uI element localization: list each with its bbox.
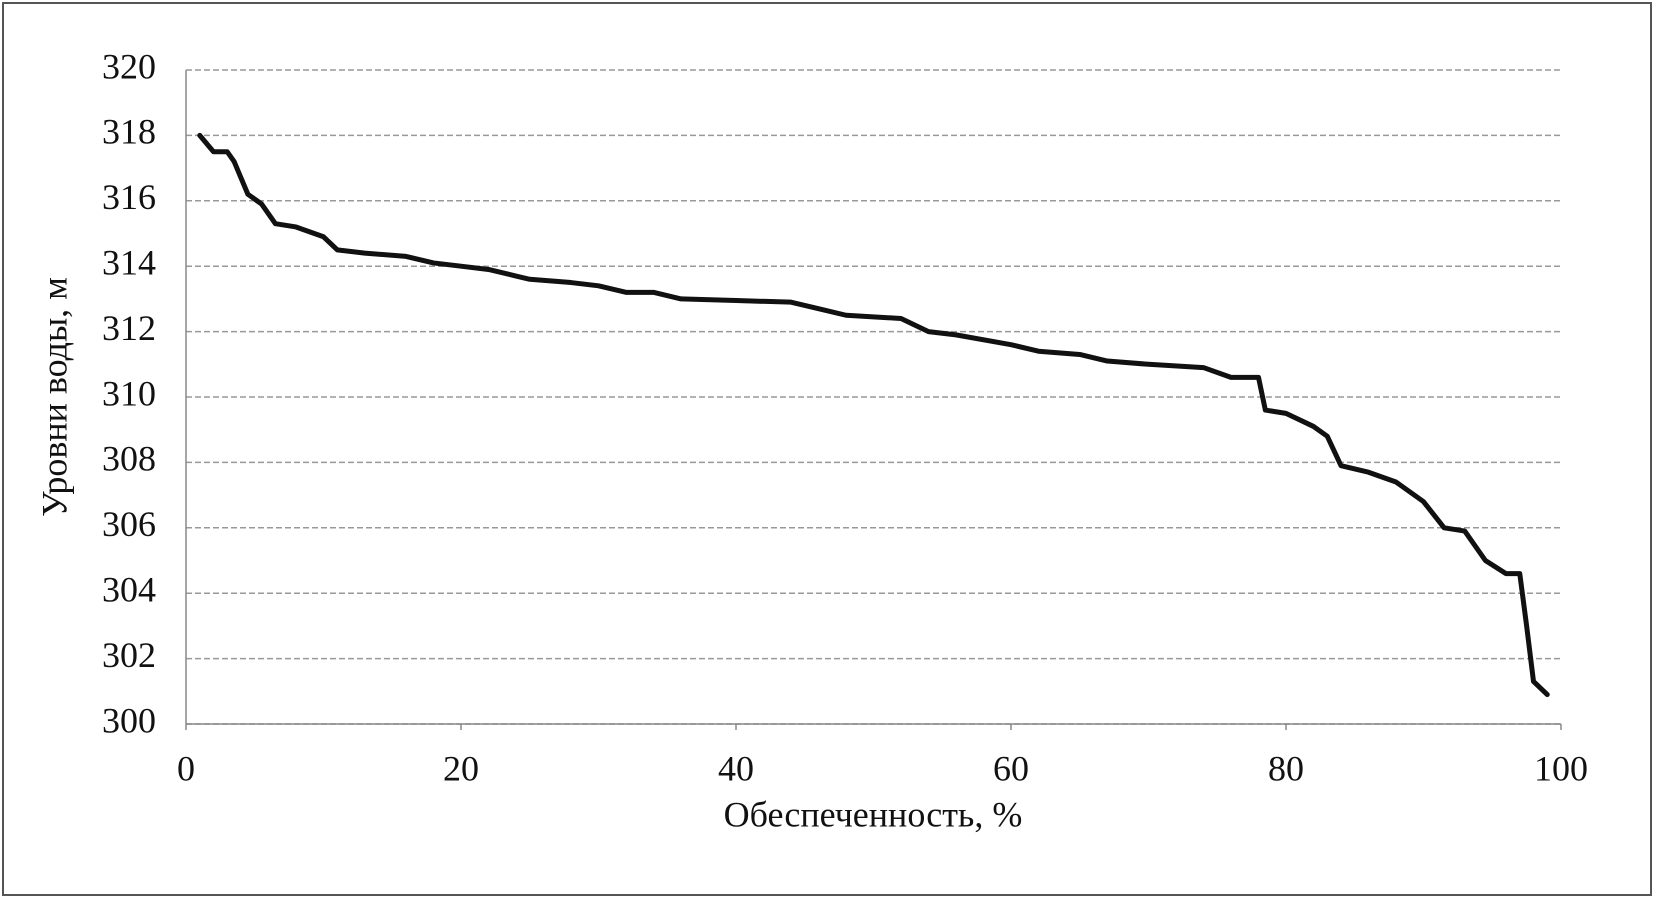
y-tick-label: 308 [102, 439, 156, 479]
x-tick-label: 80 [1268, 748, 1304, 788]
x-tick-label: 100 [1534, 748, 1588, 788]
y-axis-label: Уровни воды, м [34, 277, 74, 517]
y-tick-label: 300 [102, 700, 156, 740]
data-line [197, 132, 1550, 698]
x-axis-label: Обеспеченность, % [724, 794, 1023, 834]
x-tick-label: 60 [993, 748, 1029, 788]
y-tick-label: 306 [102, 504, 156, 544]
y-tick-label: 310 [102, 373, 156, 413]
x-tick-label: 20 [443, 748, 479, 788]
y-tick-label: 304 [102, 569, 156, 609]
y-tick-label: 318 [102, 112, 156, 152]
y-tick-label: 314 [102, 242, 156, 282]
y-tick-label: 302 [102, 635, 156, 675]
y-tick-label: 320 [102, 46, 156, 86]
y-tick-label: 312 [102, 308, 156, 348]
x-tick-label: 0 [177, 748, 195, 788]
x-tick-label: 40 [718, 748, 754, 788]
y-tick-label: 316 [102, 177, 156, 217]
